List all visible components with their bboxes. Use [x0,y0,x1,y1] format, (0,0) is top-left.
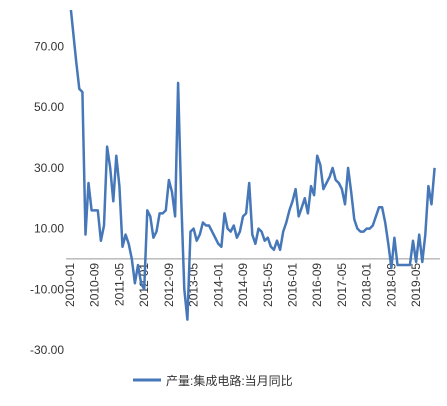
x-tick-label: 2018-01 [360,263,374,307]
y-tick-label: 10.00 [34,222,64,236]
x-tick-label: 2018-09 [384,263,398,307]
x-tick-label: 2010-09 [88,263,102,307]
y-tick-label: 70.00 [34,39,64,53]
x-tick-label: 2012-09 [162,263,176,307]
x-tick-label: 2016-09 [310,263,324,307]
x-tick-label: 2014-01 [211,263,225,307]
x-tick-label: 2017-05 [335,263,349,307]
x-tick-label: 2014-09 [236,263,250,307]
y-tick-label: -10.00 [30,282,64,296]
legend-label: 产量:集成电路:当月同比 [166,373,293,388]
y-tick-label: -30.00 [30,343,64,357]
y-tick-label: 30.00 [34,161,64,175]
x-tick-label: 2016-01 [285,263,299,307]
x-tick-label: 2015-05 [261,263,275,307]
line [69,10,436,321]
x-tick-label: 2011-05 [112,263,126,306]
x-tick-label: 2019-05 [409,263,423,307]
x-tick-label: 2010-01 [63,263,77,307]
y-tick-label: 50.00 [34,100,64,114]
